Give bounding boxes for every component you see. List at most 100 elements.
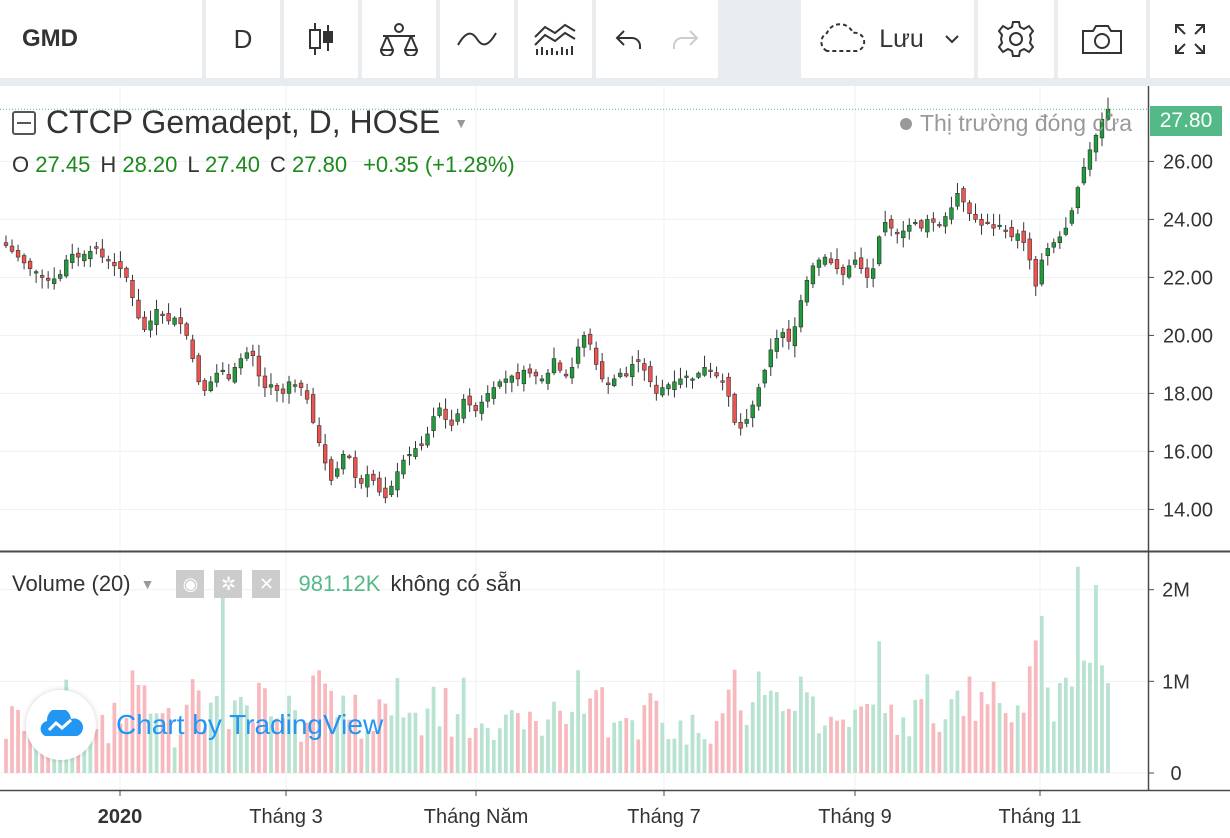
- volume-bar: [774, 692, 779, 773]
- volume-bar: [949, 699, 954, 773]
- candle-body: [58, 274, 63, 279]
- candle-body: [455, 413, 460, 422]
- compare-button[interactable]: [362, 0, 436, 78]
- candle-body: [491, 387, 496, 399]
- templates-button[interactable]: [518, 0, 592, 78]
- volume-bar: [859, 706, 863, 773]
- candle-body: [822, 256, 828, 265]
- caret-down-icon[interactable]: ▼: [140, 576, 155, 592]
- candle-body: [726, 376, 731, 397]
- candle-body: [967, 202, 972, 214]
- volume-bar: [1063, 677, 1068, 773]
- candle-body: [1075, 187, 1081, 209]
- volume-bar: [540, 735, 544, 773]
- candle-body: [744, 419, 749, 424]
- volume-bar: [503, 714, 508, 773]
- high-label: H: [100, 152, 117, 177]
- candle-body: [70, 253, 75, 263]
- volume-bar: [672, 738, 677, 773]
- candle-body: [1003, 229, 1008, 232]
- close-icon[interactable]: ✕: [252, 570, 281, 598]
- caret-down-icon[interactable]: ▼: [454, 114, 469, 131]
- candle-body: [341, 453, 346, 470]
- symbol-search-button[interactable]: GMD: [0, 0, 202, 78]
- volume-bar: [594, 690, 599, 773]
- volume-bar: [184, 704, 189, 773]
- candle-body: [991, 224, 996, 229]
- fullscreen-icon: [1175, 24, 1205, 54]
- volume-bar: [684, 744, 689, 773]
- settings-button[interactable]: [978, 0, 1054, 78]
- volume-bar: [636, 739, 641, 773]
- volume-bar: [624, 717, 629, 773]
- volume-bar: [419, 735, 424, 773]
- candle-body: [798, 300, 804, 328]
- volume-bar: [160, 713, 165, 773]
- market-status-text: Thị trường đóng cửa: [920, 110, 1133, 136]
- undo-icon[interactable]: [614, 27, 644, 51]
- candle-body: [816, 259, 822, 268]
- candle-body: [840, 267, 846, 275]
- volume-bar: [799, 676, 803, 773]
- candle-body: [551, 358, 557, 374]
- compare-scales-icon: [379, 23, 419, 56]
- candle-body: [473, 405, 478, 412]
- candle-body: [973, 214, 978, 220]
- redo-icon[interactable]: [670, 27, 700, 51]
- candle-body: [690, 378, 695, 381]
- candle-body: [1039, 259, 1044, 285]
- candle-body: [27, 260, 33, 269]
- volume-bar: [269, 716, 273, 773]
- candlestick-chart[interactable]: 14.00 16.00 18.00 20.00 22.00 24.00 26.00 0 1M 2M…: [0, 86, 1230, 838]
- candle-body: [1045, 248, 1050, 256]
- chart-type-button[interactable]: [284, 0, 358, 78]
- candle-body: [768, 349, 773, 368]
- candle-body: [190, 339, 195, 359]
- volume-bar: [461, 677, 466, 773]
- candle-body: [322, 444, 328, 464]
- volume-bar: [750, 702, 755, 773]
- volume-bar: [335, 717, 340, 773]
- candle-body: [509, 375, 515, 383]
- gear-icon[interactable]: ✲: [214, 570, 243, 598]
- save-layout-button[interactable]: Lưu: [801, 0, 974, 78]
- interval-button[interactable]: D: [206, 0, 280, 78]
- volume-bar: [835, 720, 839, 773]
- eye-icon[interactable]: ◉: [176, 570, 205, 598]
- indicators-button[interactable]: [440, 0, 514, 78]
- fullscreen-button[interactable]: [1150, 0, 1230, 78]
- volume-tick-label: 1M: [1162, 671, 1190, 693]
- collapse-icon[interactable]: [12, 110, 36, 135]
- candle-body: [563, 373, 569, 377]
- volume-bar: [690, 714, 695, 773]
- candle-body: [828, 258, 834, 264]
- volume-bar: [738, 710, 743, 773]
- candle-body: [714, 372, 719, 377]
- volume-bar: [678, 720, 683, 773]
- volume-bar: [1045, 687, 1050, 773]
- snapshot-button[interactable]: [1058, 0, 1146, 78]
- volume-bar: [702, 739, 707, 773]
- volume-bar: [245, 705, 249, 773]
- volume-bar: [112, 702, 117, 773]
- volume-bar: [214, 695, 219, 773]
- open-value: 27.45: [35, 152, 91, 177]
- volume-bar: [997, 703, 1002, 773]
- volume-bar: [720, 713, 725, 773]
- candle-body: [557, 362, 563, 371]
- volume-bar: [88, 723, 93, 773]
- volume-bar: [413, 712, 418, 773]
- volume-bar: [805, 692, 809, 773]
- candle-body: [786, 328, 792, 342]
- candle-body: [238, 358, 244, 369]
- volume-bar: [455, 714, 460, 773]
- series-legend: CTCP Gemadept, D, HOSE ▼: [12, 104, 468, 141]
- volume-bar: [792, 710, 797, 773]
- volume-bar: [299, 741, 303, 773]
- volume-bar: [220, 580, 225, 773]
- candle-body: [515, 372, 521, 380]
- tradingview-watermark[interactable]: Chart by TradingView: [26, 690, 383, 760]
- volume-bar: [329, 690, 334, 773]
- ohlc-values: O 27.45 H 28.20 L 27.40 C 27.80 +0.35 (+…: [12, 152, 515, 178]
- close-label: C: [270, 152, 286, 177]
